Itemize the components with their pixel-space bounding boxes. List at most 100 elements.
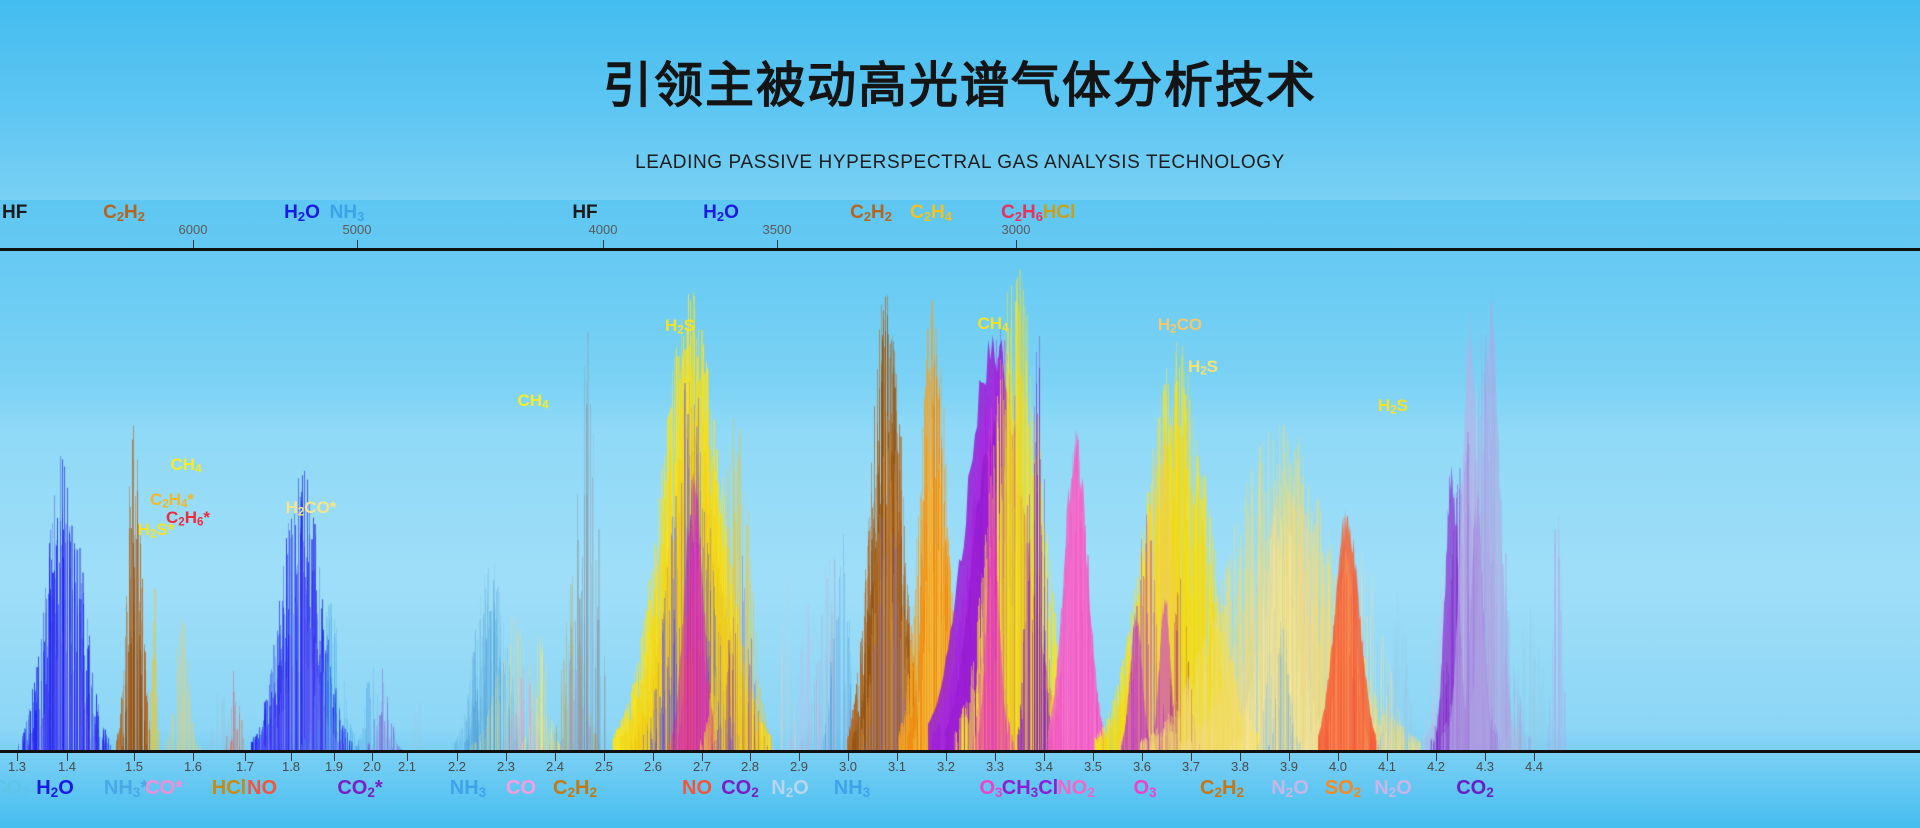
tick-bottom xyxy=(1387,753,1388,761)
gas-label-bottom-so2: SO2 xyxy=(1324,777,1362,800)
gas-label-bottom-n2o: N2O xyxy=(771,777,809,800)
tick-bottom xyxy=(506,753,507,761)
tick-label-bottom: 2.1 xyxy=(397,759,417,774)
tick-label-bottom: 1.5 xyxy=(124,759,144,774)
tick-label-bottom: 1.6 xyxy=(183,759,203,774)
tick-bottom xyxy=(897,753,898,761)
tick-bottom xyxy=(245,753,246,761)
tick-bottom xyxy=(1338,753,1339,761)
gas-label-top-c2h2: C2H2 xyxy=(103,202,145,224)
tick-bottom xyxy=(1485,753,1486,761)
tick-label-bottom: 4.2 xyxy=(1426,759,1446,774)
tick-bottom xyxy=(291,753,292,761)
gas-annotation-h2s: H2S* xyxy=(137,520,175,541)
tick-bottom xyxy=(67,753,68,761)
tick-bottom xyxy=(1191,753,1192,761)
gas-label-bottom-co2: CO2 xyxy=(0,777,30,800)
tick-bottom xyxy=(653,753,654,761)
gas-label-bottom-nh3: NH3* xyxy=(103,777,149,800)
tick-label-bottom: 2.0 xyxy=(362,759,382,774)
tick-bottom xyxy=(1436,753,1437,761)
tick-bottom xyxy=(702,753,703,761)
tick-label-bottom: 1.3 xyxy=(7,759,27,774)
tick-bottom xyxy=(407,753,408,761)
gas-annotation-h2s: H2S xyxy=(1377,396,1409,417)
tick-bottom xyxy=(134,753,135,761)
tick-label-bottom: 3.7 xyxy=(1181,759,1201,774)
tick-label-bottom: 4.1 xyxy=(1377,759,1397,774)
tick-bottom xyxy=(457,753,458,761)
gas-label-bottom-n2o: N2O xyxy=(1374,777,1412,800)
tick-label-bottom: 2.7 xyxy=(692,759,712,774)
tick-label-bottom: 3.8 xyxy=(1230,759,1250,774)
gas-annotation-ch4: CH4 xyxy=(977,314,1009,335)
tick-bottom xyxy=(995,753,996,761)
header-banner: 引领主被动高光谱气体分析技术 LEADING PASSIVE HYPERSPEC… xyxy=(0,0,1920,200)
tick-bottom xyxy=(848,753,849,761)
tick-label-bottom: 2.4 xyxy=(545,759,565,774)
gas-annotation-h2s: H2S xyxy=(664,316,696,337)
tick-bottom xyxy=(1142,753,1143,761)
gas-label-bottom-n2o: N2O xyxy=(1271,777,1309,800)
tick-bottom xyxy=(1534,753,1535,761)
tick-label-bottom: 2.3 xyxy=(496,759,516,774)
tick-bottom xyxy=(946,753,947,761)
page-subtitle: LEADING PASSIVE HYPERSPECTRAL GAS ANALYS… xyxy=(635,152,1285,173)
tick-bottom xyxy=(193,753,194,761)
tick-label-bottom: 2.6 xyxy=(643,759,663,774)
spectrum-canvas xyxy=(0,250,1920,750)
tick-bottom xyxy=(1289,753,1290,761)
gas-label-bottom-o3: O3 xyxy=(979,777,1003,800)
tick-bottom xyxy=(334,753,335,761)
gas-label-bottom-c2h2: C2H2 xyxy=(1199,777,1245,800)
gas-label-top-h2o: H2O xyxy=(284,202,320,224)
gas-label-bottom-co2: CO2* xyxy=(337,777,383,800)
gas-label-bottom-nh3: NH3 xyxy=(449,777,487,800)
tick-top xyxy=(357,240,358,248)
tick-label-bottom: 1.7 xyxy=(235,759,255,774)
spectrum-plot xyxy=(0,250,1920,750)
tick-top xyxy=(603,240,604,248)
axis-line-top xyxy=(0,248,1920,251)
gas-label-bottom-nh3: NH3 xyxy=(833,777,871,800)
gas-label-top-hf: HF xyxy=(572,202,598,223)
page-title: 引领主被动高光谱气体分析技术 xyxy=(602,59,1317,113)
tick-label-bottom: 3.2 xyxy=(936,759,956,774)
tick-bottom xyxy=(750,753,751,761)
tick-label-bottom: 4.0 xyxy=(1328,759,1348,774)
tick-label-bottom: 1.4 xyxy=(57,759,77,774)
tick-bottom xyxy=(799,753,800,761)
gas-label-top-nh3: NH3 xyxy=(329,202,365,224)
gas-annotation-c2h4: C2H4* xyxy=(149,490,195,511)
tick-label-bottom: 4.3 xyxy=(1475,759,1495,774)
tick-label-bottom: 3.6 xyxy=(1132,759,1152,774)
tick-bottom xyxy=(1044,753,1045,761)
axis-line-bottom xyxy=(0,750,1920,753)
tick-label-bottom: 4.4 xyxy=(1524,759,1544,774)
gas-label-bottom-c2h2: C2H2 xyxy=(552,777,598,800)
tick-label-bottom: 2.8 xyxy=(740,759,760,774)
gas-label-bottom-no: NO xyxy=(247,777,277,799)
gas-label-bottom-h2o: H2O xyxy=(36,777,74,800)
tick-bottom xyxy=(555,753,556,761)
tick-bottom xyxy=(1093,753,1094,761)
tick-top xyxy=(1016,240,1017,248)
tick-label-bottom: 3.5 xyxy=(1083,759,1103,774)
tick-label-top: 5000 xyxy=(342,222,372,237)
gas-label-bottom-no: NO xyxy=(682,777,712,799)
gas-label-top-hcl: HCl xyxy=(1042,202,1076,223)
gas-label-bottom-no2: NO2 xyxy=(1057,777,1095,800)
gas-annotation-ch4: CH4 xyxy=(517,391,549,412)
gas-annotation-c2h6: C2H6* xyxy=(165,508,211,529)
gas-label-bottom-hcl: HCl xyxy=(211,777,247,799)
tick-label-bottom: 3.0 xyxy=(838,759,858,774)
gas-label-bottom-o3: O3 xyxy=(1133,777,1157,800)
gas-label-top-c2h2: C2H2 xyxy=(850,202,892,224)
tick-label-bottom: 3.3 xyxy=(985,759,1005,774)
tick-label-bottom: 3.4 xyxy=(1034,759,1054,774)
gas-annotation-h2co: H2CO xyxy=(1157,315,1203,336)
gas-label-bottom-co: CO xyxy=(506,777,536,799)
tick-label-bottom: 1.8 xyxy=(281,759,301,774)
gas-annotation-h2s: H2S xyxy=(1187,357,1219,378)
